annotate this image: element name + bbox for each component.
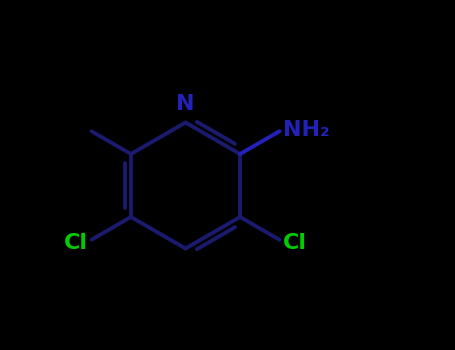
Text: NH₂: NH₂ <box>283 119 330 140</box>
Text: Cl: Cl <box>64 233 88 253</box>
Text: N: N <box>176 94 195 114</box>
Text: Cl: Cl <box>283 233 307 253</box>
